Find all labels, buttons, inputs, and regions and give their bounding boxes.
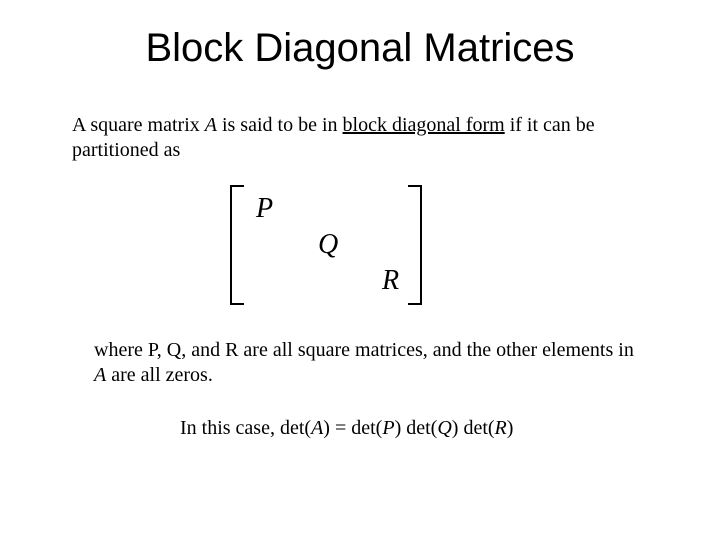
matrix-row: R (246, 263, 406, 299)
right-bracket-icon (408, 185, 422, 305)
det-P: P (382, 417, 394, 439)
det-m1: ) det( (395, 417, 438, 439)
intro-paragraph: A square matrix A is said to be in block… (72, 113, 640, 163)
matrix-display: P Q R (230, 185, 660, 310)
matrix-row: P (246, 191, 406, 227)
slide: Block Diagonal Matrices A square matrix … (0, 0, 720, 540)
det-eq: ) = det( (323, 417, 382, 439)
det-m2: ) det( (452, 417, 495, 439)
where-post: are all zeros. (106, 364, 213, 386)
det-R: R (495, 417, 507, 439)
det-Q: Q (437, 417, 451, 439)
block-diagonal-matrix: P Q R (230, 185, 422, 305)
where-matrix-A: A (94, 364, 106, 386)
intro-pre: A square matrix (72, 114, 205, 136)
determinant-line: In this case, det(A) = det(P) det(Q) det… (180, 416, 660, 441)
det-end: ) (507, 417, 514, 439)
det-A: A (311, 417, 323, 439)
matrix-row: Q (246, 227, 406, 263)
intro-matrix-A: A (205, 114, 217, 136)
left-bracket-icon (230, 185, 244, 305)
intro-mid: is said to be in (217, 114, 343, 136)
det-lead: In this case, det( (180, 417, 311, 439)
matrix-cell-P: P (256, 193, 273, 225)
matrix-cell-R: R (382, 265, 399, 297)
page-title: Block Diagonal Matrices (60, 26, 660, 71)
where-paragraph: where P, Q, and R are all square matrice… (94, 338, 640, 388)
where-pre: where P, Q, and R are all square matrice… (94, 339, 634, 361)
matrix-cell-Q: Q (318, 229, 338, 261)
intro-term: block diagonal form (343, 114, 505, 136)
